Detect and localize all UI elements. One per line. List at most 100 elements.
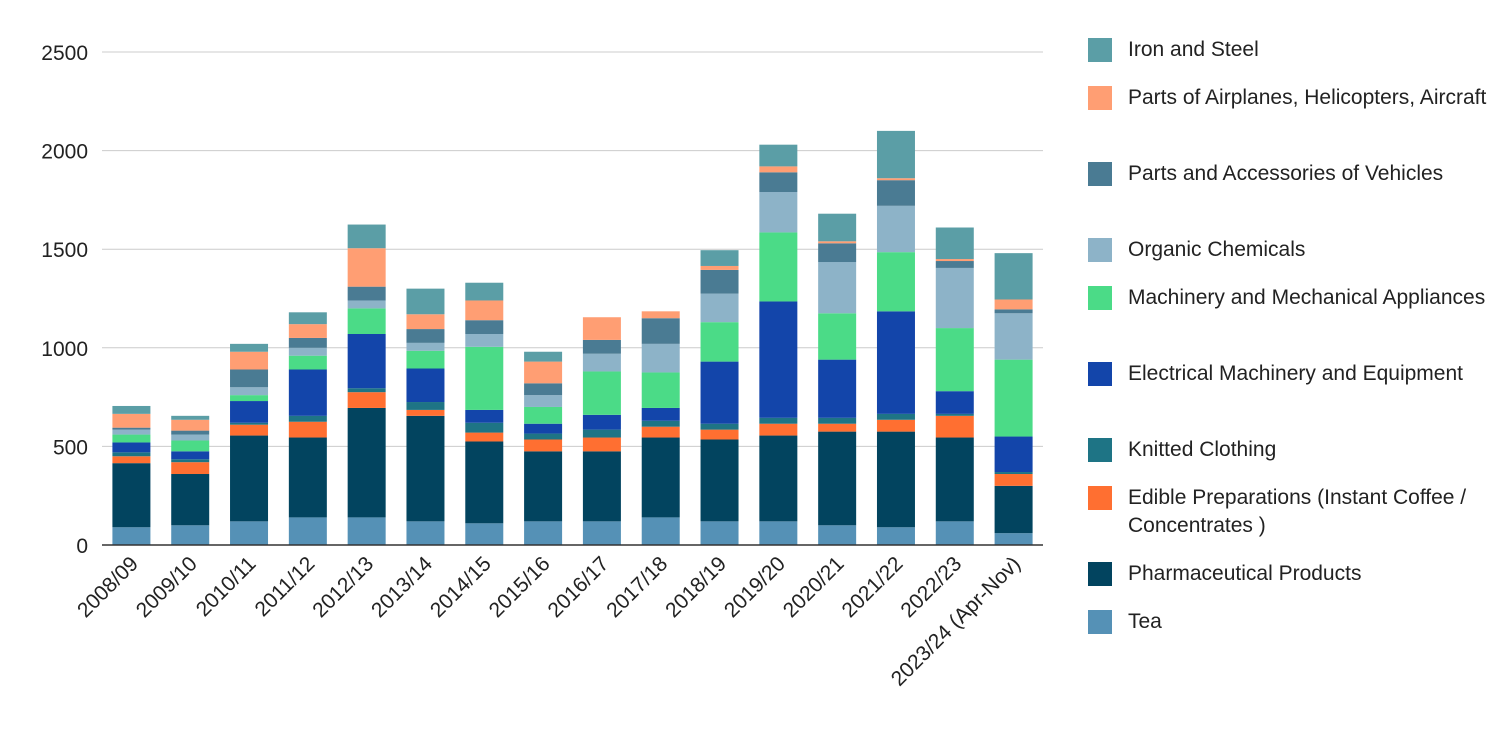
bar-segment (347, 286, 386, 301)
bar-segment (347, 392, 386, 408)
bar-segment (288, 437, 327, 518)
bar-segment (700, 439, 739, 522)
bar-segment (876, 252, 915, 312)
bar-segment (347, 517, 386, 545)
bar-segment (347, 388, 386, 393)
bar-segment (171, 525, 210, 545)
bar-segment (994, 533, 1033, 545)
bar-segment (112, 405, 151, 414)
bars (112, 130, 1033, 545)
bar-segment (818, 313, 857, 360)
bar-segment (465, 409, 504, 423)
bar-segment (759, 435, 798, 522)
bar-segment (994, 359, 1033, 437)
bar-segment (641, 426, 680, 438)
bar-segment (171, 451, 210, 460)
bar-segment (230, 424, 269, 436)
bar-segment (935, 521, 974, 545)
bar-segment (994, 299, 1033, 310)
x-tick-label: 2015/16 (485, 552, 555, 622)
bar-segment (524, 423, 563, 434)
legend-item: Parts and Accessories of Vehicles (1088, 160, 1498, 236)
bar-stack (171, 415, 210, 545)
bar-segment (347, 407, 386, 518)
legend-swatch (1088, 162, 1112, 186)
legend-swatch (1088, 562, 1112, 586)
legend-item: Knitted Clothing (1088, 436, 1498, 484)
legend-label: Organic Chemicals (1128, 238, 1306, 261)
bar-segment (582, 521, 621, 545)
legend-label: Pharmaceutical Products (1128, 562, 1362, 585)
bar-segment (112, 442, 151, 453)
bar-segment (112, 429, 151, 435)
bar-segment (288, 347, 327, 356)
bar-segment (700, 250, 739, 266)
bar-segment (582, 371, 621, 415)
bar-segment (524, 395, 563, 407)
bar-segment (935, 391, 974, 414)
x-tick-label: 2012/13 (308, 552, 378, 622)
bar-segment (406, 402, 445, 410)
bar-segment (171, 474, 210, 526)
legend-swatch (1088, 238, 1112, 262)
x-tick-label: 2008/09 (73, 552, 143, 622)
bar-segment (935, 259, 974, 262)
x-tick-label: 2019/20 (720, 552, 790, 622)
bar-segment (818, 423, 857, 432)
bar-segment (818, 243, 857, 263)
bar-segment (112, 434, 151, 443)
legend-item: Tea (1088, 608, 1498, 656)
bar-segment (582, 353, 621, 372)
legend-item: Machinery and Mechanical Appliances (1088, 284, 1498, 360)
bar-segment (230, 401, 269, 423)
bar-stack (876, 130, 915, 545)
legend-item: Electrical Machinery and Equipment (1088, 360, 1498, 436)
bar-segment (700, 293, 739, 323)
bar-segment (994, 472, 1033, 475)
bar-segment (347, 333, 386, 389)
bar-segment (700, 269, 739, 294)
y-tick-label: 1500 (41, 239, 88, 262)
bar-segment (641, 407, 680, 421)
bar-segment (288, 324, 327, 338)
bar-segment (524, 451, 563, 522)
y-tick-label: 2000 (41, 141, 88, 164)
bar-segment (347, 308, 386, 334)
legend-swatch (1088, 286, 1112, 310)
bar-segment (406, 314, 445, 330)
legend-label: Parts of Airplanes, Helicopters, Aircraf… (1128, 86, 1487, 109)
legend-item: Parts of Airplanes, Helicopters, Aircraf… (1088, 84, 1498, 160)
bar-segment (582, 414, 621, 430)
bar-stack (641, 311, 680, 545)
bar-segment (700, 423, 739, 430)
bar-segment (347, 300, 386, 309)
legend-item: Pharmaceutical Products (1088, 560, 1498, 608)
bar-segment (524, 361, 563, 384)
bar-segment (700, 265, 739, 270)
bar-segment (230, 435, 269, 522)
x-tick-label: 2009/10 (132, 552, 202, 622)
bar-stack (347, 224, 386, 545)
bar-segment (759, 521, 798, 545)
bar-segment (818, 241, 857, 244)
bar-segment (171, 459, 210, 463)
x-tick-label: 2018/19 (661, 552, 731, 622)
bar-segment (876, 178, 915, 181)
bar-segment (465, 523, 504, 545)
x-tick-label: 2021/22 (838, 552, 908, 622)
bar-segment (406, 415, 445, 522)
bar-segment (465, 346, 504, 410)
bar-segment (935, 413, 974, 416)
bar-segment (759, 417, 798, 424)
bar-segment (641, 437, 680, 518)
bar-segment (465, 441, 504, 524)
bar-segment (582, 339, 621, 354)
bar-segment (700, 322, 739, 362)
bar-segment (876, 180, 915, 206)
bar-stack (994, 253, 1033, 545)
bar-segment (112, 527, 151, 545)
legend-swatch (1088, 38, 1112, 62)
bar-segment (876, 413, 915, 420)
bar-stack (230, 343, 269, 545)
bar-segment (641, 343, 680, 373)
